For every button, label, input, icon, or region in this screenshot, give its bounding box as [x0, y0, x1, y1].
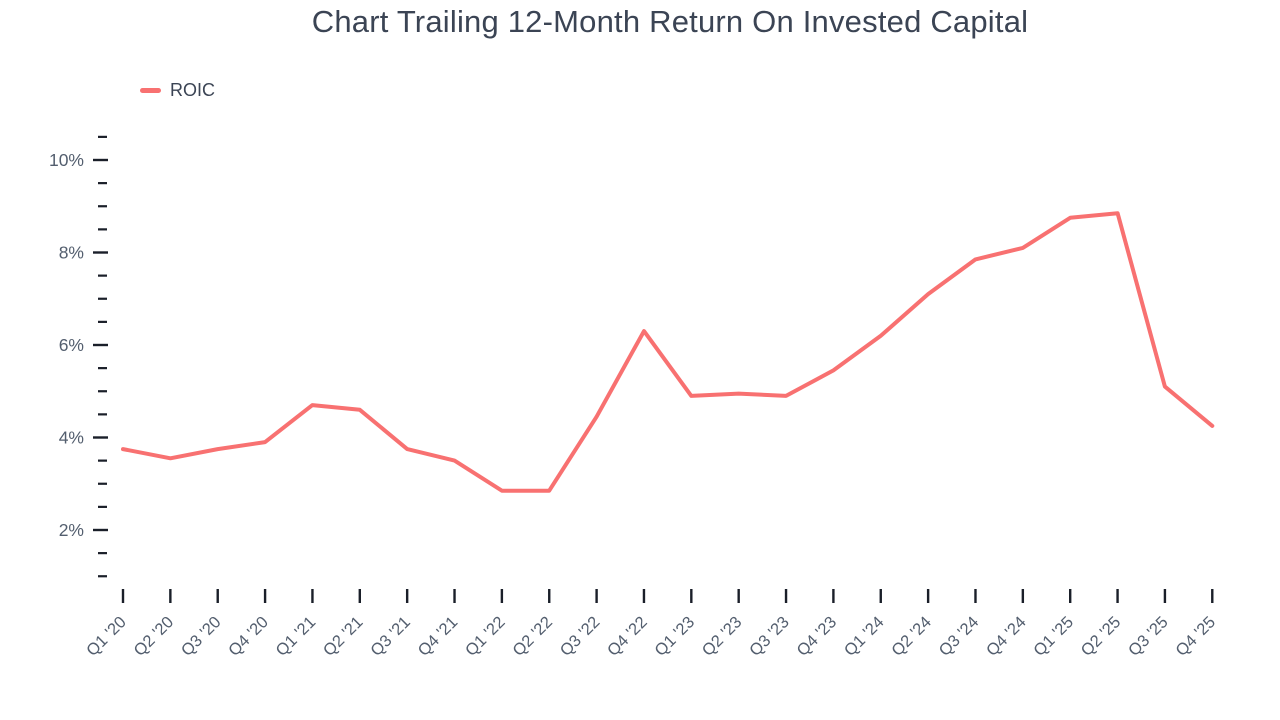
x-tick-label: Q4 '23 — [793, 613, 840, 660]
x-tick-label: Q1 '25 — [1030, 613, 1077, 660]
x-tick-label: Q4 '21 — [415, 613, 462, 660]
x-tick-label: Q1 '22 — [462, 613, 509, 660]
series-lines — [121, 211, 1215, 493]
x-tick-label: Q2 '24 — [888, 613, 935, 660]
x-tick-label: Q4 '22 — [604, 613, 651, 660]
x-tick-label: Q4 '24 — [983, 613, 1030, 660]
x-tick-label: Q3 '24 — [936, 613, 983, 660]
roic-line — [121, 211, 1215, 493]
x-tick-label: Q1 '24 — [841, 613, 888, 660]
x-tick-label: Q1 '23 — [651, 613, 698, 660]
x-tick-label: Q2 '23 — [699, 613, 746, 660]
y-tick-label: 6% — [59, 335, 84, 355]
y-tick-label: 4% — [59, 428, 84, 448]
x-tick-label: Q3 '22 — [557, 613, 604, 660]
x-tick-label: Q3 '20 — [178, 613, 225, 660]
x-axis: Q1 '20 Q2 '20 Q3 '20 Q4 '20 Q1 '21 Q2 '21 Q3 '… — [83, 589, 1219, 660]
x-tick-label: Q3 '25 — [1125, 613, 1172, 660]
legend-line-swatch — [140, 88, 161, 93]
x-tick-label: Q2 '22 — [509, 613, 556, 660]
legend: ROIC — [140, 80, 215, 101]
y-axis: 2% 4% 6% 8% 10% — [49, 135, 108, 578]
x-tick-label: Q4 '20 — [225, 613, 272, 660]
x-tick-label: Q3 '23 — [746, 613, 793, 660]
x-tick-label: Q4 '25 — [1172, 613, 1219, 660]
y-tick-label: 10% — [49, 150, 84, 170]
x-tick-label: Q2 '21 — [320, 613, 367, 660]
x-tick-label: Q1 '21 — [273, 613, 320, 660]
legend-label: ROIC — [170, 80, 215, 100]
x-tick-label: Q2 '20 — [130, 613, 177, 660]
chart-title: Chart Trailing 12-Month Return On Invest… — [311, 4, 1029, 39]
x-tick-label: Q3 '21 — [367, 613, 414, 660]
x-tick-label: Q1 '20 — [83, 613, 130, 660]
y-tick-label: 2% — [59, 520, 84, 540]
x-tick-label: Q2 '25 — [1078, 613, 1125, 660]
y-tick-label: 8% — [59, 243, 84, 263]
